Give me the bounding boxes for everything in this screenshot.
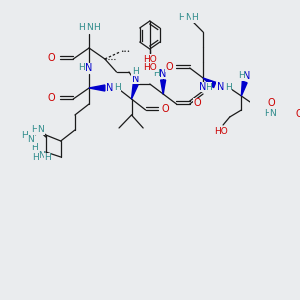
Text: O: O bbox=[296, 109, 300, 119]
Text: H: H bbox=[132, 67, 139, 76]
Text: H: H bbox=[205, 82, 212, 91]
Polygon shape bbox=[89, 85, 105, 91]
Text: •••: ••• bbox=[120, 50, 130, 55]
Text: N: N bbox=[86, 23, 92, 32]
Text: H: H bbox=[238, 71, 245, 80]
Text: O: O bbox=[48, 53, 56, 63]
Text: H: H bbox=[32, 125, 38, 134]
Text: H: H bbox=[178, 14, 185, 22]
Text: H: H bbox=[32, 143, 38, 152]
Text: N: N bbox=[185, 14, 191, 22]
Text: O: O bbox=[162, 104, 170, 114]
Text: H: H bbox=[114, 83, 121, 92]
Text: H: H bbox=[225, 82, 231, 91]
Text: H: H bbox=[32, 154, 39, 163]
Text: N: N bbox=[38, 151, 45, 160]
Text: N: N bbox=[270, 110, 276, 118]
Text: N: N bbox=[159, 69, 167, 79]
Text: H: H bbox=[93, 23, 100, 32]
Text: N: N bbox=[106, 83, 113, 93]
Polygon shape bbox=[160, 80, 166, 94]
Polygon shape bbox=[242, 81, 247, 96]
Text: HO: HO bbox=[214, 128, 227, 136]
Text: H: H bbox=[44, 154, 51, 163]
Polygon shape bbox=[203, 78, 216, 88]
Text: N: N bbox=[243, 71, 250, 81]
Text: N: N bbox=[200, 82, 207, 92]
Text: N: N bbox=[27, 136, 34, 145]
Polygon shape bbox=[131, 83, 138, 99]
Text: H: H bbox=[22, 130, 28, 140]
Text: N: N bbox=[217, 82, 224, 92]
Text: O: O bbox=[48, 93, 56, 103]
Text: H: H bbox=[191, 14, 198, 22]
Text: O: O bbox=[268, 98, 275, 108]
Text: O: O bbox=[165, 62, 173, 72]
Text: H: H bbox=[78, 64, 85, 73]
Text: O: O bbox=[194, 98, 201, 108]
Text: H: H bbox=[78, 23, 85, 32]
Text: HO: HO bbox=[143, 62, 157, 71]
Text: N: N bbox=[132, 74, 140, 84]
Text: N: N bbox=[38, 125, 44, 134]
Text: H: H bbox=[265, 110, 272, 118]
Text: H: H bbox=[153, 70, 160, 79]
Text: HO: HO bbox=[143, 55, 157, 64]
Text: N: N bbox=[85, 63, 93, 73]
